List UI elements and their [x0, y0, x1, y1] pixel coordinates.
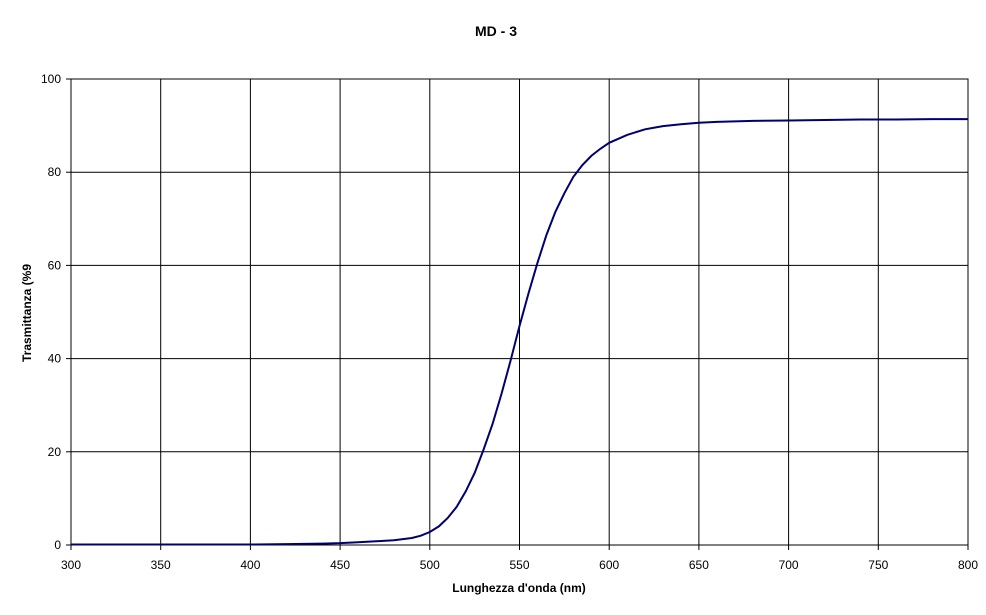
x-tick-label: 500: [420, 558, 440, 572]
y-tick-label: 60: [48, 258, 62, 272]
x-tick-label: 800: [958, 558, 978, 572]
chart-title: MD - 3: [475, 23, 517, 39]
x-tick-label: 550: [509, 558, 529, 572]
x-tick-label: 650: [689, 558, 709, 572]
x-tick-label: 700: [779, 558, 799, 572]
y-tick-label: 40: [48, 352, 62, 366]
x-tick-label: 750: [868, 558, 888, 572]
x-axis-ticks: 300 350 400 450 500 550 600 650 700 750 800: [61, 545, 978, 572]
y-tick-label: 100: [41, 72, 61, 86]
x-tick-label: 600: [599, 558, 619, 572]
y-tick-label: 0: [54, 538, 61, 552]
grid: [70, 78, 969, 546]
y-tick-label: 80: [48, 165, 62, 179]
x-tick-label: 400: [240, 558, 260, 572]
x-tick-label: 300: [61, 558, 81, 572]
series-line: [71, 118, 968, 546]
x-tick-label: 350: [151, 558, 171, 572]
y-axis-ticks: 0 20 40 60 80 100: [41, 72, 71, 552]
y-axis-title: Trasmittanza (%9: [20, 264, 34, 362]
y-tick-label: 20: [48, 445, 62, 459]
x-tick-label: 450: [330, 558, 350, 572]
x-axis-title: Lunghezza d'onda (nm): [452, 581, 586, 595]
